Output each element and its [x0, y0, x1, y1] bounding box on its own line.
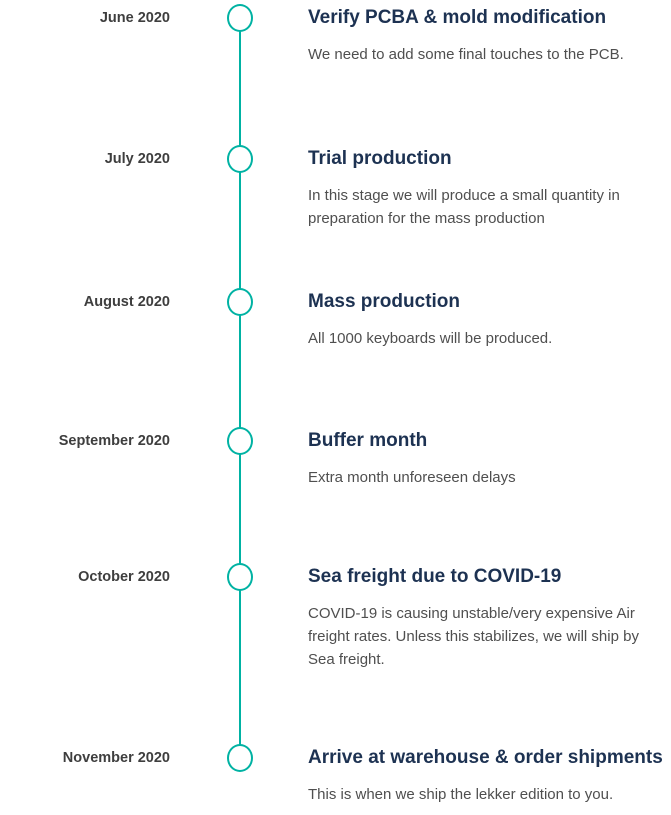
- timeline-title: Verify PCBA & mold modification: [308, 7, 607, 28]
- timeline-connector-line: [239, 18, 241, 758]
- timeline-item: July 2020 Trial production In this stage…: [0, 145, 671, 227]
- timeline-item: October 2020 Sea freight due to COVID-19…: [0, 563, 671, 668]
- timeline-item: August 2020 Mass production All 1000 key…: [0, 288, 671, 347]
- timeline-content: Mass production All 1000 keyboards will …: [308, 290, 668, 350]
- timeline-node-circle-icon: [227, 427, 253, 455]
- timeline-item: November 2020 Arrive at warehouse & orde…: [0, 744, 671, 803]
- timeline-item: September 2020 Buffer month Extra month …: [0, 427, 671, 486]
- timeline-title: Sea freight due to COVID-19: [308, 566, 562, 587]
- timeline-node-circle-icon: [227, 563, 253, 591]
- timeline-date: September 2020: [58, 433, 170, 449]
- timeline-description: COVID-19 is causing unstable/very expens…: [308, 605, 639, 668]
- timeline-content: Trial production In this stage we will p…: [308, 147, 668, 230]
- timeline-node-circle-icon: [227, 744, 253, 772]
- timeline-description: All 1000 keyboards will be produced.: [308, 330, 553, 347]
- timeline-description: In this stage we will produce a small qu…: [308, 187, 620, 227]
- timeline-title: Trial production: [308, 148, 452, 169]
- timeline-content: Arrive at warehouse & order shipments Th…: [308, 746, 668, 806]
- timeline-title: Buffer month: [308, 430, 428, 451]
- timeline-title: Mass production: [308, 291, 461, 312]
- timeline-content: Buffer month Extra month unforeseen dela…: [308, 429, 668, 489]
- timeline-title: Arrive at warehouse & order shipments: [308, 747, 663, 768]
- timeline-date: November 2020: [62, 750, 170, 766]
- timeline-date: July 2020: [104, 151, 170, 167]
- timeline-node-circle-icon: [227, 288, 253, 316]
- timeline-date: June 2020: [99, 10, 170, 26]
- timeline-content: Sea freight due to COVID-19 COVID-19 is …: [308, 565, 668, 671]
- timeline-date: October 2020: [78, 569, 170, 585]
- timeline-item: June 2020 Verify PCBA & mold modificatio…: [0, 4, 671, 63]
- timeline-content: Verify PCBA & mold modification We need …: [308, 6, 668, 66]
- timeline-node-circle-icon: [227, 4, 253, 32]
- timeline-description: This is when we ship the lekker edition …: [308, 786, 614, 803]
- timeline-description: We need to add some final touches to the…: [308, 46, 624, 63]
- timeline-node-circle-icon: [227, 145, 253, 173]
- timeline-date: August 2020: [83, 294, 170, 310]
- timeline-description: Extra month unforeseen delays: [308, 469, 516, 486]
